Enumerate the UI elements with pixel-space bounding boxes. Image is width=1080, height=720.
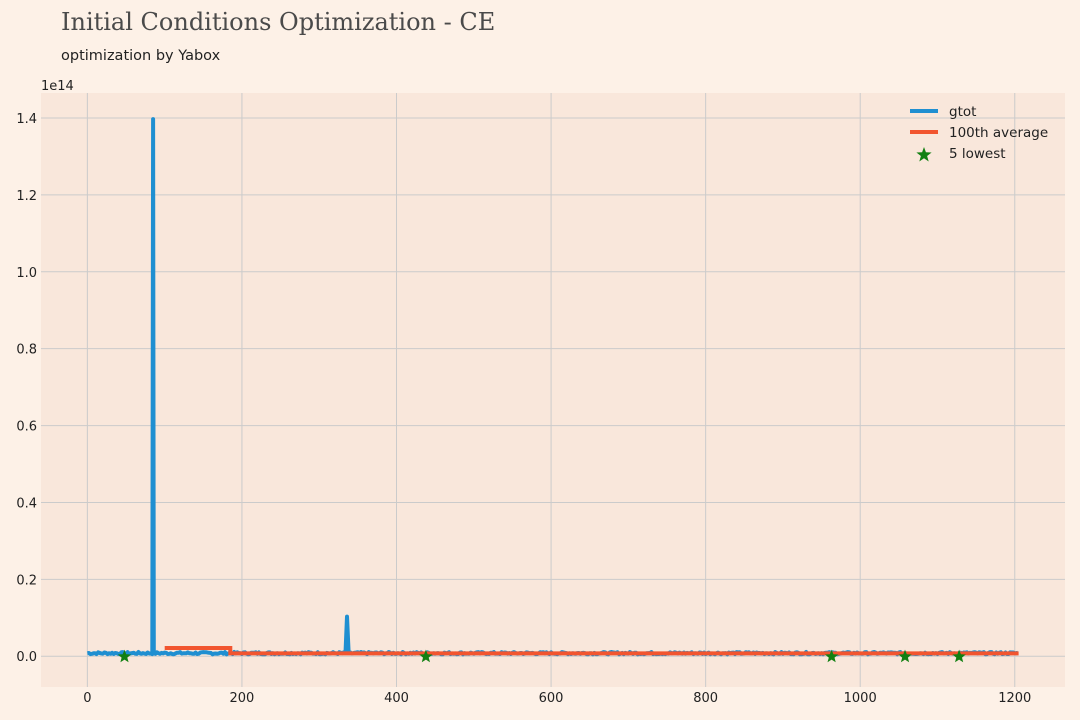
- x-tick-label: 800: [693, 691, 718, 706]
- y-tick-label: 0.8: [16, 343, 37, 358]
- chart-subtitle: optimization by Yabox: [61, 48, 221, 64]
- y-tick-label: 1.0: [16, 266, 37, 281]
- x-tick-label: 1200: [998, 691, 1031, 706]
- legend-label: 5 lowest: [949, 146, 1006, 162]
- x-tick-label: 200: [230, 691, 255, 706]
- series-100th-average-line: [164, 646, 1019, 656]
- x-tick-label: 1000: [844, 691, 877, 706]
- series-layer: [86, 117, 1019, 663]
- y-tick-label: 0.4: [16, 496, 37, 511]
- lowest-point-marker: [419, 649, 433, 663]
- legend-swatch: [916, 147, 932, 162]
- y-tick-label: 1.2: [16, 189, 37, 204]
- lowest-point-marker: [898, 649, 912, 663]
- y-tick-label: 0.2: [16, 573, 37, 588]
- y-tick-label: 0.0: [16, 650, 37, 665]
- lowest-point-marker: [952, 649, 966, 663]
- chart-title: Initial Conditions Optimization - CE: [61, 8, 496, 36]
- plot-area: [41, 93, 1065, 687]
- lowest-point-marker: [117, 649, 132, 663]
- axis-ticks: 0 200 400 600 800 1000 1200 0.0 0.2 0.4 0.6 0.8 1.0 1…: [16, 112, 1031, 706]
- y-axis-offset-label: 1e14: [41, 79, 74, 94]
- lowest-point-marker: [824, 649, 839, 663]
- y-tick-label: 1.4: [16, 112, 37, 127]
- x-tick-label: 600: [539, 691, 564, 706]
- legend: gtot 100th average 5 lowest: [910, 104, 1048, 162]
- legend-label: 100th average: [949, 125, 1048, 141]
- x-tick-label: 0: [83, 691, 91, 706]
- legend-label: gtot: [949, 104, 976, 120]
- grid-lines: [41, 93, 1065, 687]
- y-tick-label: 0.6: [16, 420, 37, 435]
- x-tick-label: 400: [384, 691, 409, 706]
